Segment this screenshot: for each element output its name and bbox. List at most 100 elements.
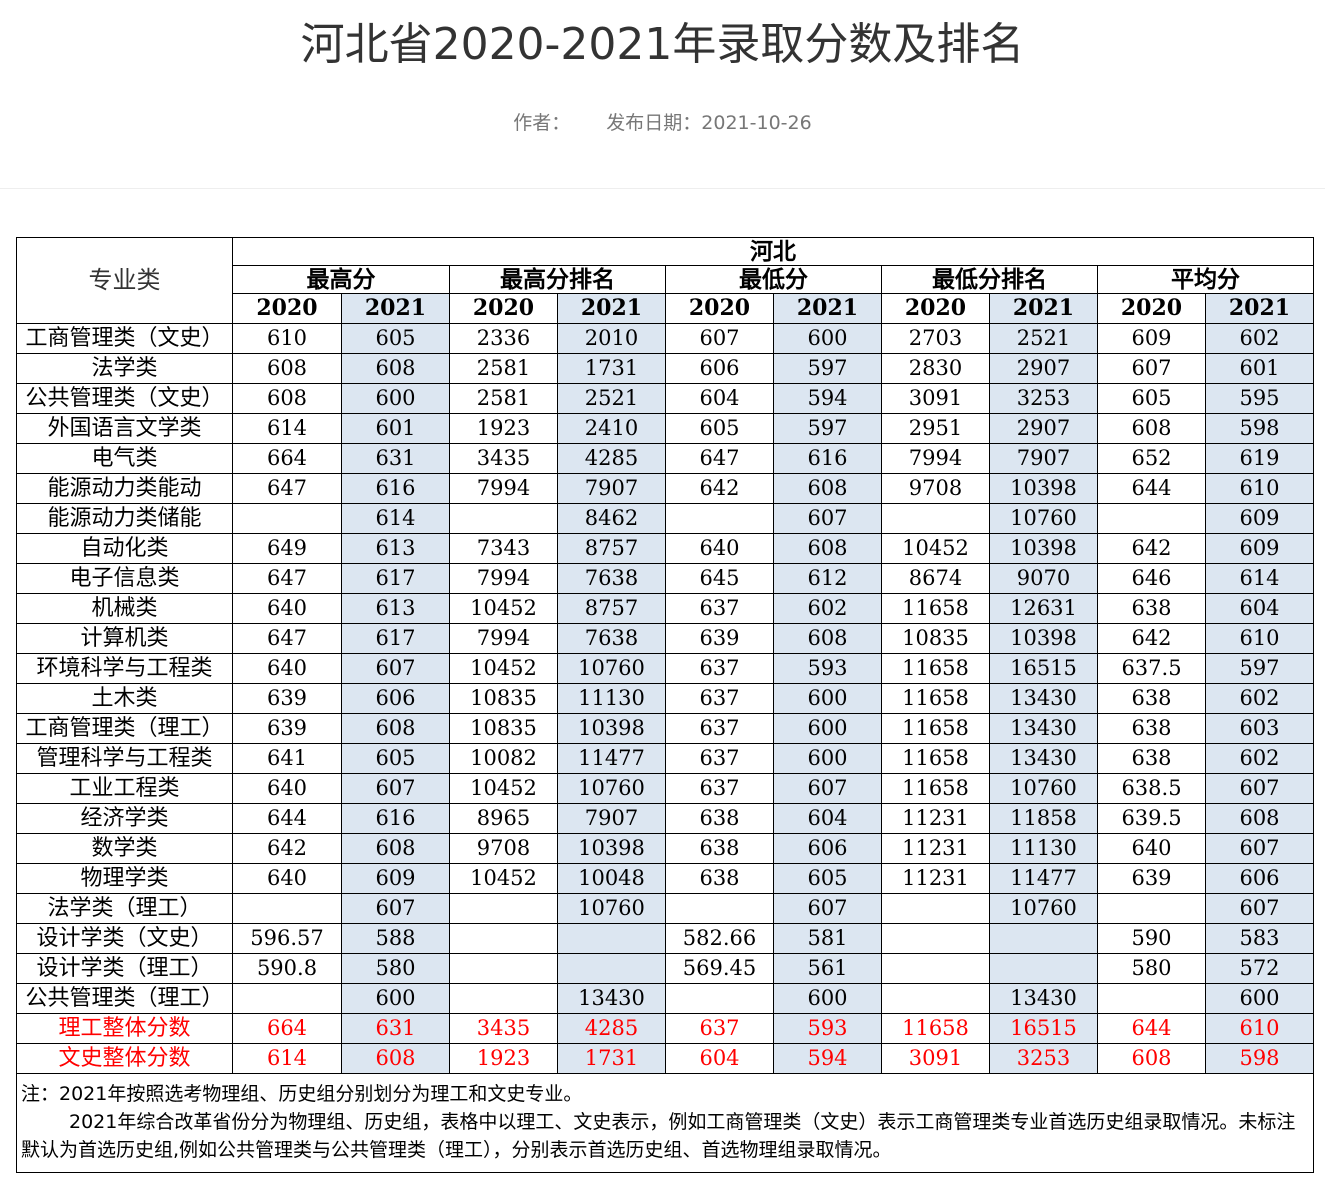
score-cell: 10760 (989, 503, 1098, 534)
score-cell (665, 503, 774, 534)
score-cell (881, 893, 990, 924)
score-cell (881, 923, 990, 954)
score-cell: 637.5 (1097, 653, 1206, 684)
table-row: 公共管理类（理工） 600 13430 600 13430 600 (16, 983, 1314, 1014)
score-cell: 613 (341, 533, 450, 564)
score-cell: 604 (773, 803, 882, 834)
score-cell: 609 (341, 863, 450, 894)
score-cell: 600 (1205, 983, 1314, 1014)
score-cell: 10048 (557, 863, 666, 894)
score-cell: 598 (1205, 413, 1314, 444)
score-cell: 600 (773, 743, 882, 774)
score-cell: 647 (232, 623, 342, 654)
score-cell: 601 (1205, 353, 1314, 384)
score-cell: 10398 (557, 713, 666, 744)
year-header: 2021 (773, 293, 882, 324)
score-cell: 10452 (449, 863, 558, 894)
year-header: 2020 (232, 293, 342, 324)
table-row: 设计学类（理工） 590.8 580 569.45 561 580 572 (16, 953, 1314, 984)
table-row: 自动化类 649 613 7343 8757 640 608 10452 10398 642 609 (16, 533, 1314, 564)
score-cell: 604 (665, 383, 774, 414)
score-cell: 10398 (557, 833, 666, 864)
table-row: 能源动力类储能 614 8462 607 10760 609 (16, 503, 1314, 534)
table-row: 外国语言文学类 614 601 1923 2410 605 597 2951 2907 608 59… (16, 413, 1314, 444)
table-row: 土木类 639 606 10835 11130 637 600 11658 13430 638 60… (16, 683, 1314, 714)
score-cell: 608 (341, 1043, 450, 1074)
major-name: 计算机类 (16, 623, 233, 654)
score-cell: 608 (341, 713, 450, 744)
score-cell: 8757 (557, 533, 666, 564)
score-cell: 637 (665, 683, 774, 714)
score-cell: 3435 (449, 1013, 558, 1044)
score-cell: 10835 (449, 713, 558, 744)
page-title: 河北省2020-2021年录取分数及排名 (300, 19, 1025, 70)
score-cell: 603 (1205, 713, 1314, 744)
score-cell: 602 (1205, 743, 1314, 774)
major-name: 机械类 (16, 593, 233, 624)
score-cell: 638 (665, 863, 774, 894)
major-name: 电子信息类 (16, 563, 233, 594)
score-cell: 607 (1097, 353, 1206, 384)
score-cell: 602 (773, 593, 882, 624)
score-cell: 600 (773, 323, 882, 354)
score-cell: 4285 (557, 443, 666, 474)
score-cell: 605 (773, 863, 882, 894)
group-header: 最低分 (665, 265, 882, 294)
score-cell: 608 (341, 353, 450, 384)
score-cell: 11658 (881, 743, 990, 774)
score-cell: 607 (773, 893, 882, 924)
score-cell: 10760 (989, 773, 1098, 804)
score-cell: 644 (1097, 473, 1206, 504)
score-cell: 640 (232, 653, 342, 684)
score-cell: 608 (232, 383, 342, 414)
score-cell: 11658 (881, 683, 990, 714)
score-cell: 606 (665, 353, 774, 384)
score-cell: 664 (232, 443, 342, 474)
score-cell (881, 983, 990, 1014)
score-cell: 638 (1097, 743, 1206, 774)
group-header: 最高分排名 (449, 265, 666, 294)
score-cell: 600 (773, 983, 882, 1014)
score-cell: 11231 (881, 803, 990, 834)
score-cell (1097, 503, 1206, 534)
score-cell: 10082 (449, 743, 558, 774)
major-name: 能源动力类能动 (16, 473, 233, 504)
score-cell: 642 (1097, 623, 1206, 654)
table-row: 能源动力类能动 647 616 7994 7907 642 608 9708 10398 644 6… (16, 473, 1314, 504)
major-name: 设计学类（理工） (16, 953, 233, 984)
major-name: 法学类 (16, 353, 233, 384)
score-cell: 608 (232, 353, 342, 384)
score-cell: 606 (341, 683, 450, 714)
score-cell: 631 (341, 443, 450, 474)
score-cell: 7994 (449, 563, 558, 594)
score-cell (232, 893, 342, 924)
year-header: 2020 (881, 293, 990, 324)
score-cell: 580 (341, 953, 450, 984)
score-cell (449, 923, 558, 954)
score-cell: 642 (232, 833, 342, 864)
score-cell (557, 953, 666, 984)
score-cell: 10760 (557, 893, 666, 924)
score-cell: 11658 (881, 653, 990, 684)
score-cell: 1923 (449, 1043, 558, 1074)
score-cell: 600 (341, 983, 450, 1014)
score-cell: 2907 (989, 413, 1098, 444)
score-cell: 608 (1205, 803, 1314, 834)
score-cell: 11477 (989, 863, 1098, 894)
score-cell: 608 (773, 533, 882, 564)
score-cell: 13430 (557, 983, 666, 1014)
score-cell: 11658 (881, 773, 990, 804)
score-cell: 7638 (557, 563, 666, 594)
score-cell: 613 (341, 593, 450, 624)
note-line-2: 2021年综合改革省份分为物理组、历史组，表格中以理工、文史表示，例如工商管理类… (21, 1111, 1296, 1161)
table-row: 公共管理类（文史） 608 600 2581 2521 604 594 3091 3253 605… (16, 383, 1314, 414)
score-cell: 3091 (881, 383, 990, 414)
score-cell: 616 (341, 473, 450, 504)
score-cell: 7343 (449, 533, 558, 564)
major-name: 工商管理类（文史） (16, 323, 233, 354)
score-cell: 605 (341, 743, 450, 774)
score-cell: 608 (773, 623, 882, 654)
score-cell: 644 (232, 803, 342, 834)
score-cell: 606 (773, 833, 882, 864)
score-cell: 614 (1205, 563, 1314, 594)
